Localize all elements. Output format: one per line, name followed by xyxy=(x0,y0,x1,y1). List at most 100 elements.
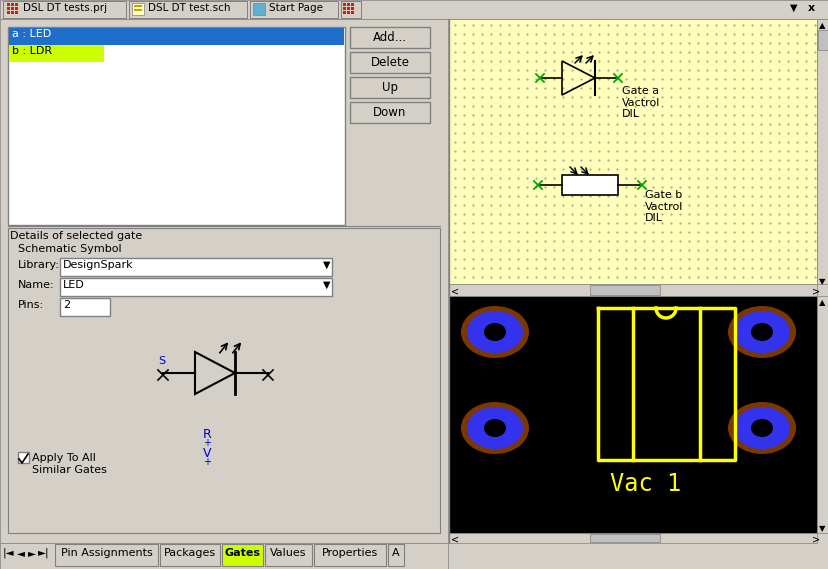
Bar xyxy=(449,296,816,533)
Text: Pins:: Pins: xyxy=(18,300,44,310)
Bar xyxy=(349,77,430,98)
Text: >: > xyxy=(811,535,819,545)
Text: Vac 1: Vac 1 xyxy=(609,472,681,496)
Text: Up: Up xyxy=(382,81,397,94)
Bar xyxy=(0,19,447,543)
Text: ▼: ▼ xyxy=(323,280,330,290)
Text: 2: 2 xyxy=(63,300,70,310)
Bar xyxy=(350,11,354,14)
Bar xyxy=(449,533,816,543)
Bar xyxy=(816,296,828,533)
Text: Apply To All
Similar Gates: Apply To All Similar Gates xyxy=(32,453,107,475)
Bar xyxy=(253,3,265,15)
Bar xyxy=(9,28,344,45)
Bar xyxy=(132,3,144,15)
Text: DSL DT tests.prj: DSL DT tests.prj xyxy=(23,3,107,13)
Ellipse shape xyxy=(460,402,528,454)
Text: ►: ► xyxy=(28,548,36,558)
Text: ◄: ◄ xyxy=(17,548,25,558)
Bar xyxy=(7,3,10,6)
Ellipse shape xyxy=(484,419,505,437)
Text: >: > xyxy=(811,286,819,296)
Text: Delete: Delete xyxy=(370,56,409,69)
Text: ▼: ▼ xyxy=(818,524,825,533)
Bar xyxy=(15,7,18,10)
Bar xyxy=(8,27,344,225)
Bar xyxy=(349,52,430,73)
Ellipse shape xyxy=(733,407,789,449)
Bar xyxy=(347,3,349,6)
Text: R: R xyxy=(202,428,211,441)
Text: ▼: ▼ xyxy=(789,3,797,13)
Ellipse shape xyxy=(750,419,772,437)
Bar xyxy=(11,7,14,10)
Bar xyxy=(561,175,617,195)
Text: ▼: ▼ xyxy=(323,260,330,270)
Ellipse shape xyxy=(466,407,522,449)
Bar xyxy=(3,1,126,18)
Bar xyxy=(221,544,262,566)
Text: S: S xyxy=(158,356,166,366)
Text: Details of selected gate: Details of selected gate xyxy=(10,231,142,241)
Bar xyxy=(349,102,430,123)
Bar xyxy=(590,285,659,295)
Bar xyxy=(343,7,345,10)
Text: Down: Down xyxy=(373,106,407,119)
Ellipse shape xyxy=(460,306,528,358)
Bar xyxy=(264,544,311,566)
Bar xyxy=(7,11,10,14)
Bar xyxy=(0,543,447,569)
Bar xyxy=(160,544,219,566)
Bar xyxy=(7,7,10,10)
Text: <: < xyxy=(450,286,459,296)
Text: Schematic Symbol: Schematic Symbol xyxy=(18,244,122,254)
Bar xyxy=(250,1,338,18)
Text: <: < xyxy=(450,535,459,545)
Bar xyxy=(11,3,14,6)
Bar xyxy=(11,11,14,14)
Bar xyxy=(449,284,816,296)
Text: Gates: Gates xyxy=(224,548,260,558)
Bar xyxy=(343,11,345,14)
Text: LED: LED xyxy=(63,280,84,290)
Bar xyxy=(340,1,360,18)
Bar xyxy=(816,19,828,284)
Bar xyxy=(350,3,354,6)
Text: +: + xyxy=(203,457,211,467)
Bar xyxy=(314,544,385,566)
Bar xyxy=(388,544,403,566)
Text: b : LDR: b : LDR xyxy=(12,46,52,56)
Bar xyxy=(134,9,142,11)
Ellipse shape xyxy=(727,402,795,454)
Text: Start Page: Start Page xyxy=(268,3,323,13)
Text: Add...: Add... xyxy=(373,31,407,44)
Bar xyxy=(18,452,29,463)
Text: Packages: Packages xyxy=(164,548,215,558)
Text: Gate a
Vactrol
DIL: Gate a Vactrol DIL xyxy=(621,86,660,119)
Ellipse shape xyxy=(727,306,795,358)
Text: ▲: ▲ xyxy=(818,21,825,30)
Bar xyxy=(349,27,430,48)
Bar xyxy=(129,1,247,18)
Text: a : LED: a : LED xyxy=(12,29,51,39)
Text: Library:: Library: xyxy=(18,260,60,270)
Bar xyxy=(347,11,349,14)
Text: Values: Values xyxy=(270,548,306,558)
Text: Gate b
Vactrol
DIL: Gate b Vactrol DIL xyxy=(644,190,682,223)
Text: DSL DT test.sch: DSL DT test.sch xyxy=(148,3,230,13)
Text: Name:: Name: xyxy=(18,280,55,290)
Ellipse shape xyxy=(484,323,505,341)
Text: ▼: ▼ xyxy=(818,277,825,286)
Text: |◄: |◄ xyxy=(3,548,15,559)
Bar xyxy=(590,534,659,542)
Ellipse shape xyxy=(733,311,789,353)
Text: DesignSpark: DesignSpark xyxy=(63,260,133,270)
Bar xyxy=(817,30,827,50)
Text: V: V xyxy=(203,447,211,460)
Bar xyxy=(0,0,828,19)
Bar xyxy=(343,3,345,6)
Text: ►|: ►| xyxy=(38,548,50,559)
Text: ▲: ▲ xyxy=(818,298,825,307)
Bar xyxy=(55,544,158,566)
Text: Properties: Properties xyxy=(321,548,378,558)
